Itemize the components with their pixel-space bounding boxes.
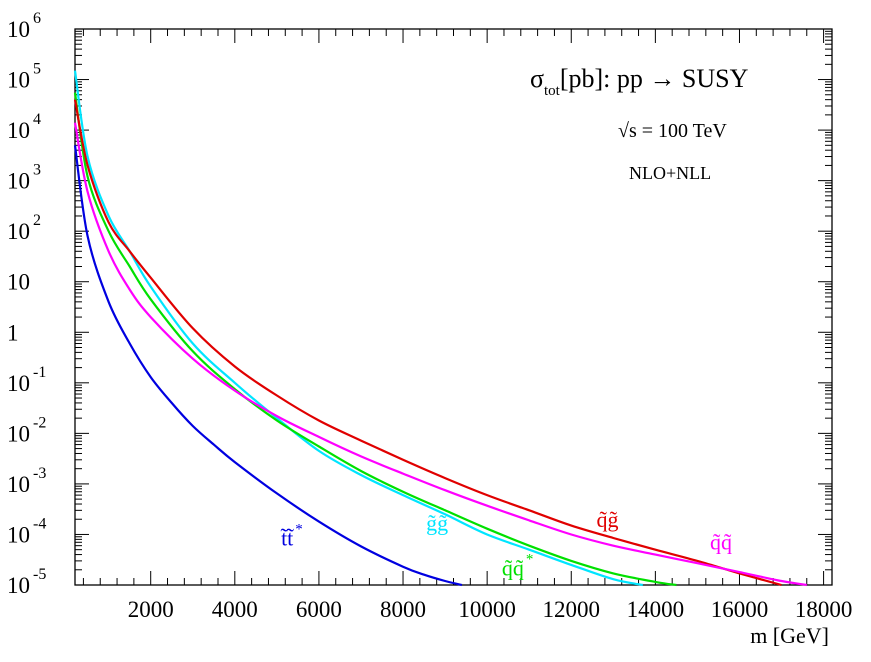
x-tick-label: 14000: [627, 597, 685, 622]
series-curves: [73, 70, 807, 587]
y-tick-base: 10: [7, 573, 30, 598]
y-tick-base: 10: [7, 270, 30, 295]
x-tick-label: 4000: [212, 597, 258, 622]
y-tick-base: 10: [7, 371, 30, 396]
x-tick-label: 12000: [543, 597, 601, 622]
y-tick-base: 1: [7, 320, 19, 345]
y-tick-base: 10: [7, 219, 30, 244]
y-tick-label: 10 3: [7, 162, 41, 194]
series-label-sup: *: [295, 522, 303, 538]
series-label-main: q̃q̃: [710, 530, 732, 555]
axis-ticks: [75, 28, 832, 586]
series-line-2: [73, 99, 782, 587]
y-tick-exponent: 6: [33, 10, 41, 27]
x-tick-label: 10000: [458, 597, 516, 622]
series-label-main: q̃q̃: [502, 555, 524, 580]
y-tick-label: 10 -5: [7, 566, 46, 598]
y-tick-base: 10: [7, 522, 30, 547]
x-tick-label: 2000: [128, 597, 174, 622]
series-label-1: q̃q̃ *: [502, 551, 534, 580]
y-tick-exponent: -4: [33, 515, 46, 532]
series-line-1: [73, 92, 677, 587]
y-tick-exponent: -2: [33, 414, 46, 431]
series-label-main: q̃g̃: [596, 507, 618, 532]
series-label-sup: *: [526, 551, 534, 567]
y-tick-label: 10 5: [7, 61, 41, 93]
y-tick-label: 10 6: [7, 10, 41, 42]
series-label-2: q̃g̃: [596, 507, 618, 532]
title-rest: [pb]: pp → SUSY: [560, 64, 749, 93]
y-tick-base: 10: [7, 169, 30, 194]
series-line-0: [73, 70, 644, 587]
series-label-main: t̃t̃: [281, 526, 295, 551]
energy-annotation: √s = 100 TeV: [618, 120, 727, 142]
x-tick-label: 6000: [296, 597, 342, 622]
x-tick-label: 16000: [711, 597, 769, 622]
series-line-4: [73, 145, 463, 587]
y-tick-exponent: 4: [33, 111, 41, 128]
series-label-4: t̃t̃ *: [281, 522, 303, 551]
y-tick-label: 1: [7, 320, 19, 345]
y-tick-label: 10 -2: [7, 414, 46, 446]
y-tick-exponent: -1: [33, 364, 46, 381]
series-label-main: g̃g̃: [426, 510, 448, 535]
series-label-3: q̃q̃: [710, 530, 732, 555]
series-line-3: [73, 122, 807, 587]
y-tick-base: 10: [7, 17, 30, 42]
y-tick-label: 10 -1: [7, 364, 46, 396]
y-tick-label: 10: [7, 270, 30, 295]
y-tick-exponent: 5: [33, 61, 41, 78]
y-tick-label: 10 2: [7, 212, 41, 244]
y-tick-label: 10 4: [7, 111, 41, 143]
y-tick-base: 10: [7, 118, 30, 143]
y-tick-base: 10: [7, 68, 30, 93]
x-tick-label: 18000: [795, 597, 853, 622]
y-tick-base: 10: [7, 472, 30, 497]
title-subscript: tot: [544, 83, 561, 99]
plot-frame: [74, 28, 833, 586]
y-tick-base: 10: [7, 421, 30, 446]
axis-tick-labels: 2000 4000 6000 8000 10000 12000 14000 16000 1800…: [7, 10, 852, 622]
y-tick-exponent: -5: [33, 566, 46, 583]
y-tick-exponent: 3: [33, 162, 41, 179]
y-tick-exponent: 2: [33, 212, 41, 229]
y-tick-label: 10 -4: [7, 515, 46, 547]
x-tick-label: 8000: [380, 597, 426, 622]
order-annotation: NLO+NLL: [629, 163, 711, 183]
series-label-0: g̃g̃: [426, 510, 448, 535]
chart-title: σtot[pb]: pp → SUSY: [530, 64, 749, 99]
title-sigma: σ: [530, 64, 544, 93]
y-tick-label: 10 -3: [7, 465, 46, 497]
y-tick-exponent: -3: [33, 465, 46, 482]
x-axis-label: m [GeV]: [750, 623, 829, 648]
series-labels: g̃g̃q̃q̃ *q̃g̃q̃q̃t̃t̃ *: [281, 507, 733, 580]
